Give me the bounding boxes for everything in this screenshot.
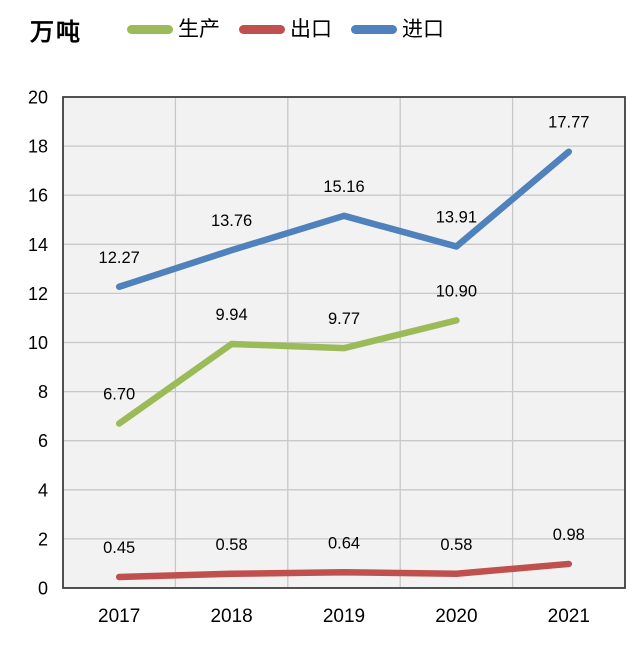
series-line-import <box>115 148 573 291</box>
data-label-export: 0.45 <box>103 539 135 557</box>
legend-label-export: 出口 <box>290 16 332 41</box>
data-label-production: 10.90 <box>436 282 477 300</box>
series-line-production <box>115 317 460 427</box>
legend-label-import: 进口 <box>402 16 444 41</box>
data-label-export: 0.64 <box>328 534 360 552</box>
y-axis-tick-label: 2 <box>38 529 48 549</box>
legend-item-production: 生产 <box>127 16 220 41</box>
legend-label-production: 生产 <box>178 16 220 41</box>
data-label-production: 9.77 <box>328 310 360 328</box>
legend-swatch-production <box>127 24 173 34</box>
y-axis-unit-label: 万吨 <box>30 20 82 46</box>
data-label-import: 17.77 <box>548 114 589 132</box>
legend: 生产 出口 进口 <box>127 16 444 42</box>
legend-swatch-import <box>351 24 397 34</box>
y-axis-tick-label: 6 <box>38 431 48 451</box>
data-label-production: 6.70 <box>103 386 135 404</box>
y-axis-tick-label: 20 <box>28 88 48 108</box>
y-axis-tick-label: 4 <box>38 480 48 500</box>
data-label-production: 9.94 <box>216 306 248 324</box>
x-axis-tick-label: 2018 <box>210 606 252 627</box>
x-axis-tick-label: 2017 <box>98 606 140 627</box>
y-axis-tick-label: 12 <box>28 284 48 304</box>
x-axis-tick-label: 2021 <box>548 606 590 627</box>
legend-swatch-export <box>239 24 285 34</box>
y-axis-tick-label: 8 <box>38 382 48 402</box>
data-label-import: 12.27 <box>99 249 140 267</box>
data-label-export: 0.58 <box>216 536 248 554</box>
data-label-import: 15.16 <box>323 178 364 196</box>
y-axis-tick-label: 16 <box>28 186 48 206</box>
series-line-export <box>115 560 573 581</box>
legend-item-export: 出口 <box>239 16 332 41</box>
x-axis-tick-label: 2019 <box>323 606 365 627</box>
y-axis-tick-label: 0 <box>38 579 48 599</box>
y-axis-tick-label: 14 <box>28 235 48 255</box>
data-label-import: 13.91 <box>436 209 477 227</box>
legend-item-import: 进口 <box>351 16 444 41</box>
data-label-import: 13.76 <box>211 212 252 230</box>
x-axis-tick-label: 2020 <box>435 606 477 627</box>
plot-border <box>62 96 626 589</box>
data-label-export: 0.58 <box>440 536 472 554</box>
y-axis-tick-label: 10 <box>28 333 48 353</box>
y-axis-tick-label: 18 <box>28 137 48 157</box>
data-label-export: 0.98 <box>553 526 585 544</box>
